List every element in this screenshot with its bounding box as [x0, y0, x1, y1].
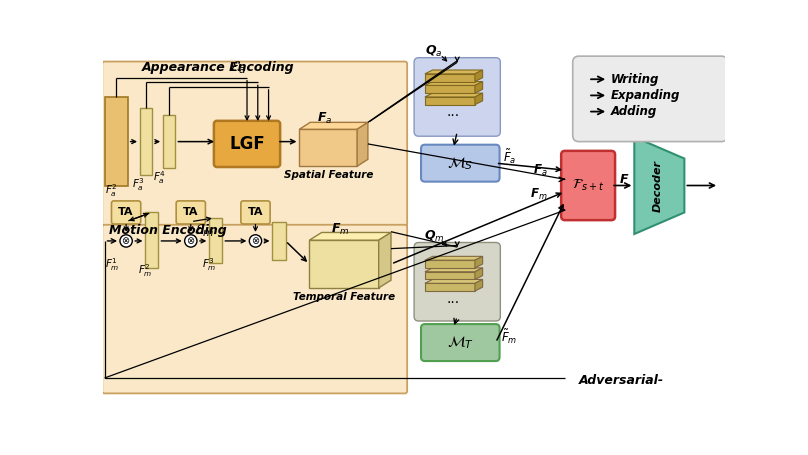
Text: Decoder: Decoder — [652, 160, 663, 212]
Polygon shape — [425, 93, 482, 97]
Polygon shape — [475, 93, 482, 105]
FancyBboxPatch shape — [241, 201, 270, 224]
Circle shape — [185, 235, 197, 247]
FancyBboxPatch shape — [103, 61, 407, 226]
Polygon shape — [425, 260, 475, 268]
Bar — [272, 222, 285, 260]
Circle shape — [120, 235, 133, 247]
Polygon shape — [357, 122, 368, 166]
Text: $F_a^3$: $F_a^3$ — [133, 177, 145, 193]
Polygon shape — [425, 74, 475, 81]
Text: $\mathcal{M}_T$: $\mathcal{M}_T$ — [447, 334, 473, 351]
Text: $\boldsymbol{F}_a$: $\boldsymbol{F}_a$ — [533, 163, 548, 178]
Text: Spatial Feature: Spatial Feature — [284, 171, 373, 181]
FancyBboxPatch shape — [112, 201, 141, 224]
Text: $\otimes$: $\otimes$ — [121, 235, 131, 247]
Bar — [104, 97, 128, 186]
Text: $\otimes$: $\otimes$ — [250, 235, 260, 247]
Text: $\boldsymbol{F}_m$: $\boldsymbol{F}_m$ — [331, 222, 350, 237]
Text: $\boldsymbol{F}$: $\boldsymbol{F}$ — [619, 173, 629, 186]
FancyBboxPatch shape — [421, 145, 499, 182]
Polygon shape — [634, 137, 684, 234]
Polygon shape — [425, 97, 475, 105]
Text: LGF: LGF — [229, 135, 265, 153]
Text: $\otimes$: $\otimes$ — [186, 235, 196, 247]
Text: TA: TA — [118, 207, 134, 217]
Polygon shape — [300, 129, 357, 166]
Bar — [163, 116, 175, 168]
Text: Adversarial-: Adversarial- — [579, 374, 664, 387]
Polygon shape — [475, 256, 482, 268]
Polygon shape — [475, 70, 482, 81]
Text: $F_m^2$: $F_m^2$ — [138, 263, 153, 279]
Text: $\tilde{F}_a$: $\tilde{F}_a$ — [503, 148, 516, 166]
Text: $\boldsymbol{F}_m$: $\boldsymbol{F}_m$ — [531, 187, 548, 202]
Text: Writing: Writing — [611, 73, 659, 86]
Text: TA: TA — [183, 207, 199, 217]
Polygon shape — [475, 268, 482, 279]
Polygon shape — [425, 279, 482, 283]
Text: $\mathcal{E}_m$: $\mathcal{E}_m$ — [194, 222, 214, 239]
Text: $\tilde{F}_m$: $\tilde{F}_m$ — [502, 327, 518, 346]
Polygon shape — [425, 268, 482, 272]
Polygon shape — [475, 81, 482, 93]
Text: ...: ... — [447, 292, 460, 306]
FancyBboxPatch shape — [421, 324, 499, 361]
FancyBboxPatch shape — [214, 121, 280, 167]
Text: Temporal Feature: Temporal Feature — [293, 292, 395, 302]
Polygon shape — [300, 122, 368, 129]
Text: $\boldsymbol{Q}_m$: $\boldsymbol{Q}_m$ — [423, 229, 444, 244]
Polygon shape — [425, 86, 475, 93]
Text: Expanding: Expanding — [611, 89, 680, 102]
FancyBboxPatch shape — [414, 243, 500, 321]
Text: $F_m^3$: $F_m^3$ — [202, 257, 217, 273]
Polygon shape — [309, 233, 391, 240]
Text: TA: TA — [248, 207, 263, 217]
Text: $\mathcal{F}_{s+t}$: $\mathcal{F}_{s+t}$ — [572, 178, 604, 193]
FancyBboxPatch shape — [176, 201, 205, 224]
Polygon shape — [379, 233, 391, 288]
Text: $F_m^1$: $F_m^1$ — [104, 257, 119, 273]
Bar — [145, 212, 158, 268]
FancyBboxPatch shape — [562, 151, 615, 220]
Polygon shape — [425, 81, 482, 86]
Text: Appearance Encoding: Appearance Encoding — [141, 61, 294, 74]
Text: $\boldsymbol{F}_a$: $\boldsymbol{F}_a$ — [317, 111, 332, 126]
Bar — [140, 108, 152, 176]
Polygon shape — [425, 283, 475, 291]
Polygon shape — [425, 70, 482, 74]
Circle shape — [250, 235, 262, 247]
FancyBboxPatch shape — [414, 58, 500, 136]
FancyBboxPatch shape — [103, 225, 407, 394]
Polygon shape — [425, 272, 475, 279]
Polygon shape — [475, 279, 482, 291]
Polygon shape — [425, 256, 482, 260]
Text: Motion Encoding: Motion Encoding — [109, 224, 227, 238]
Text: $F_a^4$: $F_a^4$ — [153, 169, 166, 186]
Text: Adding: Adding — [611, 105, 658, 118]
Text: $F_a^2$: $F_a^2$ — [104, 182, 117, 199]
FancyBboxPatch shape — [573, 56, 727, 142]
Text: $\mathcal{M}_S$: $\mathcal{M}_S$ — [447, 155, 473, 172]
Bar — [209, 218, 222, 263]
Text: $\mathcal{E}_a$: $\mathcal{E}_a$ — [230, 59, 246, 76]
Text: ...: ... — [447, 106, 460, 119]
Polygon shape — [309, 240, 379, 288]
Text: $\boldsymbol{Q}_a$: $\boldsymbol{Q}_a$ — [425, 44, 443, 59]
